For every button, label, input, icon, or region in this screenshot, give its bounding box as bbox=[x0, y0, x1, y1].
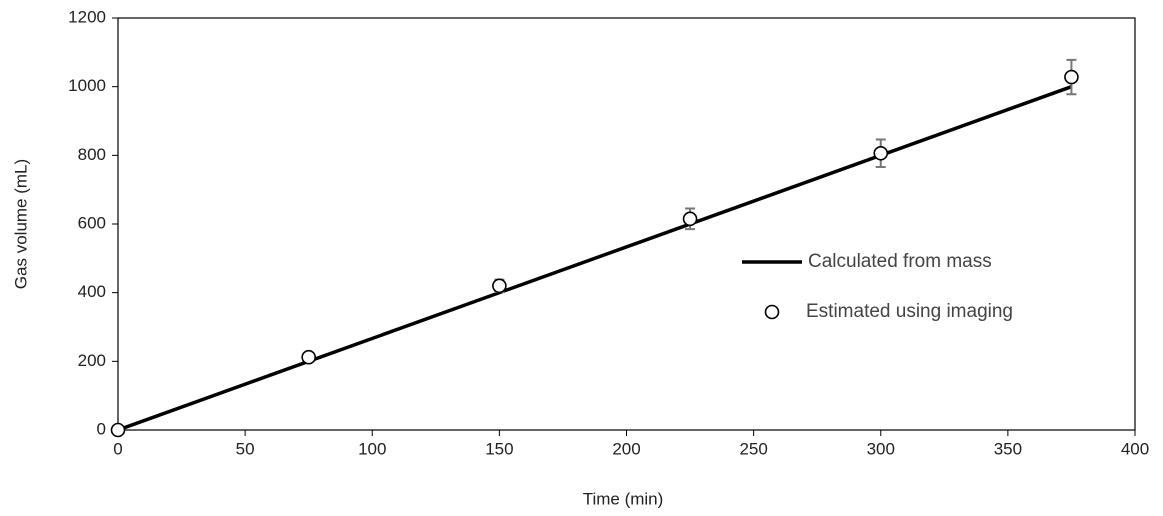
x-tick-label: 0 bbox=[113, 439, 122, 458]
legend-swatch bbox=[764, 304, 780, 320]
y-tick-label: 200 bbox=[78, 351, 106, 370]
y-tick-label: 1000 bbox=[68, 76, 106, 95]
data-line bbox=[117, 85, 1073, 432]
data-point bbox=[492, 278, 507, 294]
x-tick-label: 400 bbox=[1121, 439, 1149, 458]
data-point bbox=[682, 211, 698, 227]
x-tick-label: 200 bbox=[612, 439, 640, 458]
data-point bbox=[110, 422, 126, 438]
y-tick-label: 1200 bbox=[68, 7, 106, 26]
plot-frame bbox=[117, 17, 1136, 431]
legend-label: Calculated from mass bbox=[808, 251, 992, 272]
x-tick-label: 50 bbox=[236, 439, 255, 458]
x-tick-label: 100 bbox=[358, 439, 386, 458]
y-tick-label: 800 bbox=[78, 145, 106, 164]
y-tick-label: 400 bbox=[78, 282, 106, 301]
data-point bbox=[873, 145, 889, 161]
data-point bbox=[1064, 69, 1079, 85]
y-tick-label: 600 bbox=[78, 213, 106, 232]
y-axis-title: Gas volume (mL) bbox=[11, 159, 30, 289]
x-tick-label: 350 bbox=[994, 439, 1022, 458]
x-tick-label: 300 bbox=[867, 439, 895, 458]
data-point bbox=[301, 349, 316, 365]
y-tick-label: 0 bbox=[97, 419, 106, 438]
x-tick-label: 150 bbox=[485, 439, 513, 458]
legend-label: Estimated using imaging bbox=[806, 301, 1013, 322]
x-axis-title: Time (min) bbox=[583, 489, 664, 508]
x-tick-label: 250 bbox=[739, 439, 767, 458]
